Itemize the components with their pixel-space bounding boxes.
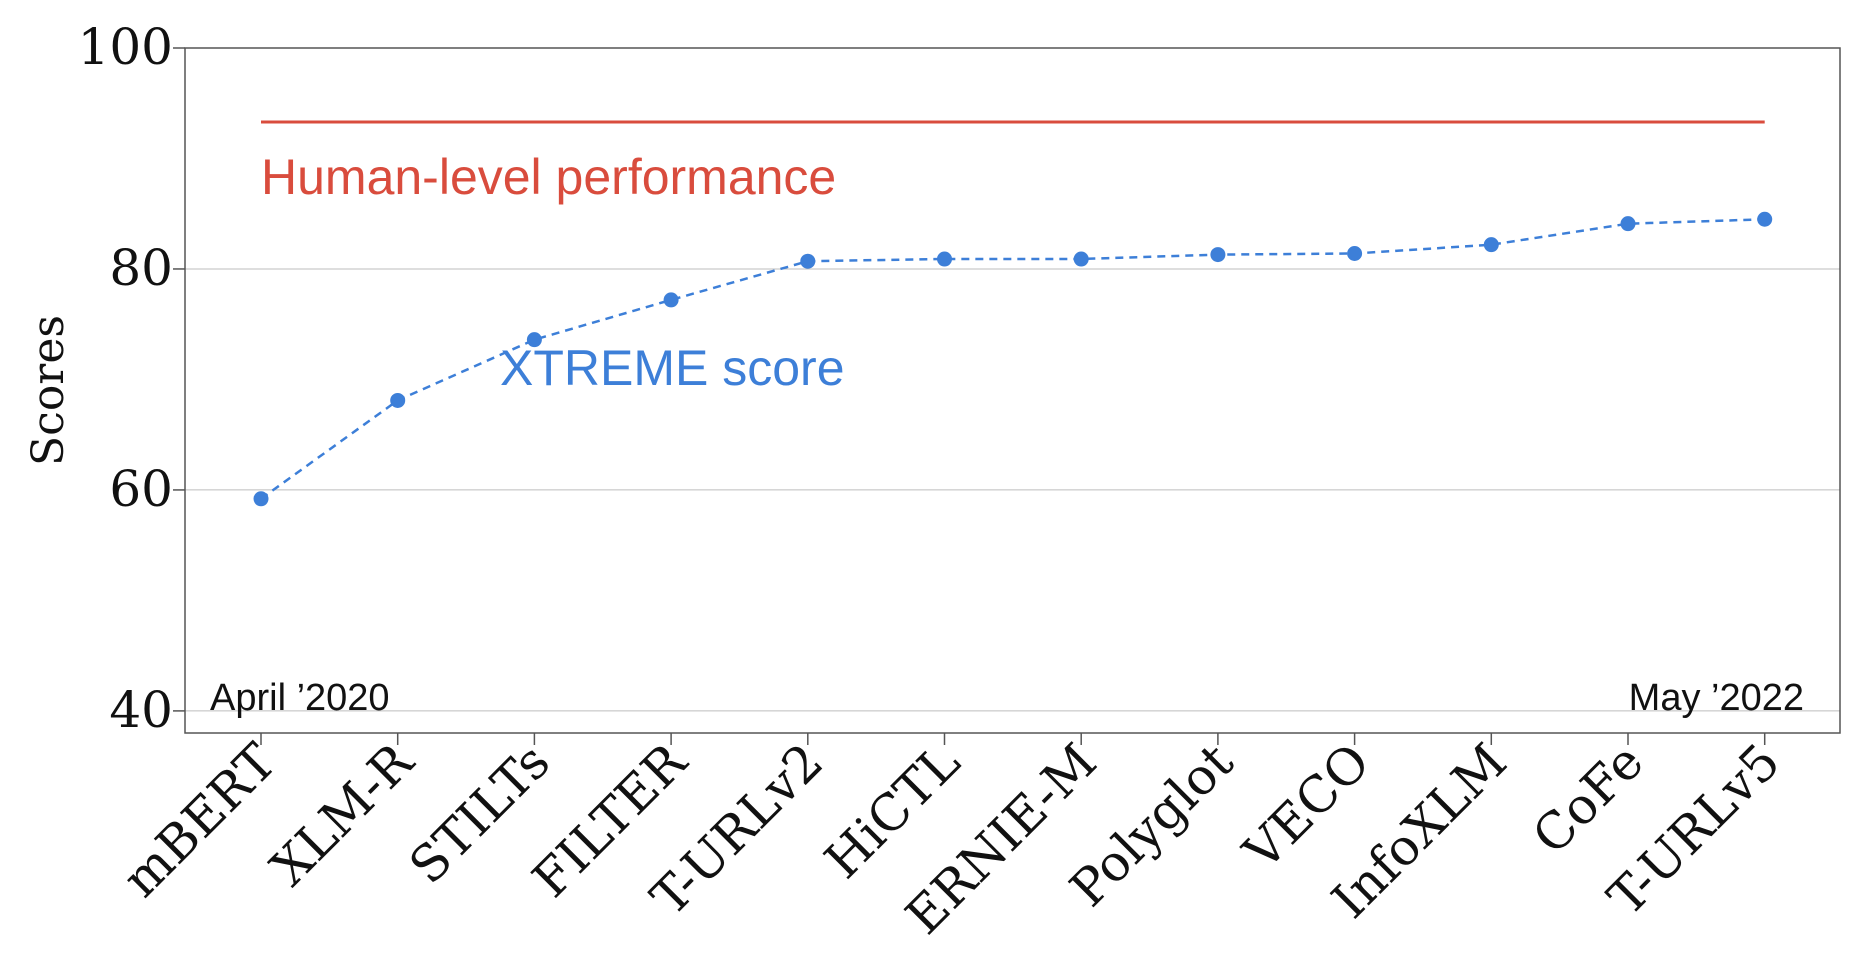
- data-point-stilts: [526, 332, 542, 348]
- x-axis-ticks: mBERTXLM-RSTILTsFILTERT-URLv2HiCTLERNIE-…: [112, 732, 1792, 946]
- data-point-cofe: [1620, 216, 1636, 232]
- y-tick-label-60: 60: [109, 460, 173, 518]
- data-point-ernie-m: [1073, 251, 1089, 267]
- data-point-polyglot: [1210, 247, 1226, 263]
- data-point-infoxlm: [1483, 237, 1499, 253]
- human-level-label: Human-level performance: [261, 149, 836, 205]
- data-point-veco: [1347, 246, 1363, 261]
- xtreme-score-label: XTREME score: [500, 340, 845, 396]
- grid-lines: [185, 268, 1840, 712]
- data-point-t-urlv5: [1757, 211, 1773, 227]
- end-date-annotation: May ’2022: [1629, 677, 1804, 719]
- data-point-filter: [663, 292, 679, 308]
- data-point-mbert: [253, 491, 269, 507]
- xtreme-score-points: [253, 211, 1773, 507]
- y-axis-ticks: 40 60 80 100: [78, 18, 185, 739]
- data-point-t-urlv2: [800, 253, 816, 269]
- plot-frame: [184, 47, 1841, 734]
- y-tick-label-100: 100: [78, 18, 173, 76]
- y-axis-label: Scores: [23, 315, 74, 466]
- x-tick-label-xlm-r: XLM-R: [260, 732, 425, 897]
- data-point-xlm-r: [390, 392, 406, 408]
- y-tick-label-80: 80: [109, 239, 173, 297]
- y-tick-label-40: 40: [109, 681, 173, 739]
- xtreme-score-line: [260, 218, 1765, 500]
- data-point-hictl: [937, 251, 952, 267]
- start-date-annotation: April ’2020: [210, 677, 390, 719]
- x-tick-label-mbert: mBERT: [112, 732, 288, 908]
- x-tick-label-cofe: CoFe: [1522, 732, 1655, 865]
